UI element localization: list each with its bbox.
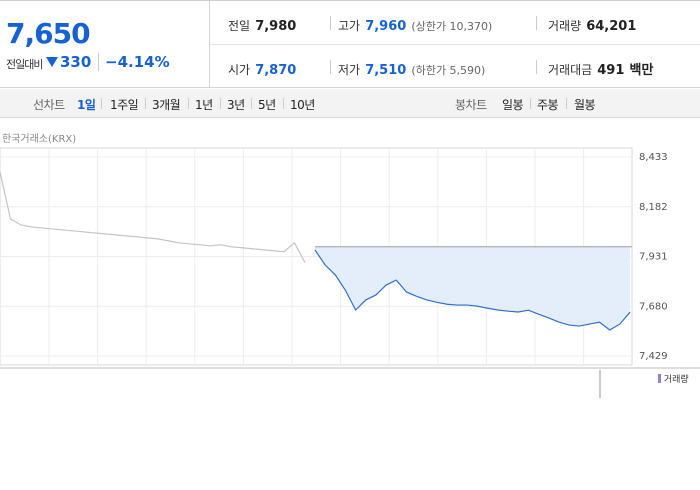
stat: 고가 7,960 (상한가 10,370) [338,15,492,34]
stat: 저가 7,510 (하한가 5,590) [338,59,485,78]
y-tick-label: 8,182 [639,202,668,213]
tab[interactable]: 주봉 [537,98,559,112]
down-icon [46,57,58,67]
change-label: 전일대비 [6,58,43,71]
stat-label: 거래량 [548,19,582,33]
stat-value: 7,960 [365,19,407,34]
stat: 거래대금 491 백만 [548,59,653,78]
stat-value: 491 [597,63,625,78]
stat-value: 7,510 [365,63,407,78]
y-tick-label: 7,931 [639,252,668,263]
tab[interactable]: 월봉 [574,98,596,112]
price-line [0,171,306,263]
stat-value: 7,870 [255,63,297,78]
tab[interactable]: 1일 [77,98,96,112]
y-tick-label: 7,680 [639,301,668,312]
stat-value: 64,201 [586,19,637,34]
stat: 거래량 64,201 [548,15,636,34]
tab-bar: 선차트 1일 1주일 3개월 1년 3년 5년 10년 봉차트 일봉 주봉 월봉 [0,89,700,118]
stat-label: 거래대금 [548,63,593,77]
y-tick-label: 7,429 [639,351,668,362]
chart: 8,433 8,182 7,931 7,680 7,429 [0,147,700,398]
stat-label: 전일 [228,19,251,33]
tab-group-label: 봉차트 [455,98,487,112]
tab[interactable]: 5년 [258,98,276,112]
stat: 시가 7,870 [228,59,296,78]
tab[interactable]: 일봉 [502,98,524,112]
tab[interactable]: 3개월 [152,98,181,112]
tab[interactable]: 1주일 [110,98,139,112]
area-fill [315,246,630,331]
stat-unit: 백만 [629,63,654,78]
stat-value: 7,980 [255,19,297,34]
stat-sub: (상한가 10,370) [411,20,493,33]
volume-legend: 거래량 [658,372,689,385]
tab[interactable]: 3년 [227,98,245,112]
quote-header: 7,650 전일대비 330 −4.14% 전일 7,980 고가 7,960 … [0,0,700,88]
price-line [314,249,631,331]
stat-sub: (하한가 5,590) [411,64,486,77]
volume-legend-label: 거래량 [663,375,689,385]
tab[interactable]: 10년 [290,98,315,112]
stat-label: 저가 [338,63,361,77]
stat-label: 고가 [338,19,361,33]
stat-label: 시가 [228,63,251,77]
change: 330 [60,53,92,71]
tab-group-label: 선차트 [33,98,65,112]
tab[interactable]: 1년 [195,98,213,112]
change-pct: −4.14% [98,53,170,71]
price: 7,650 [6,17,91,50]
stat: 전일 7,980 [228,15,296,34]
source: 한국거래소(KRX) [2,134,77,145]
y-tick-label: 8,433 [639,152,668,163]
plot: 8,433 8,182 7,931 7,680 7,429 [0,152,668,362]
quote-box: 7,650 전일대비 330 −4.14% [0,1,210,88]
